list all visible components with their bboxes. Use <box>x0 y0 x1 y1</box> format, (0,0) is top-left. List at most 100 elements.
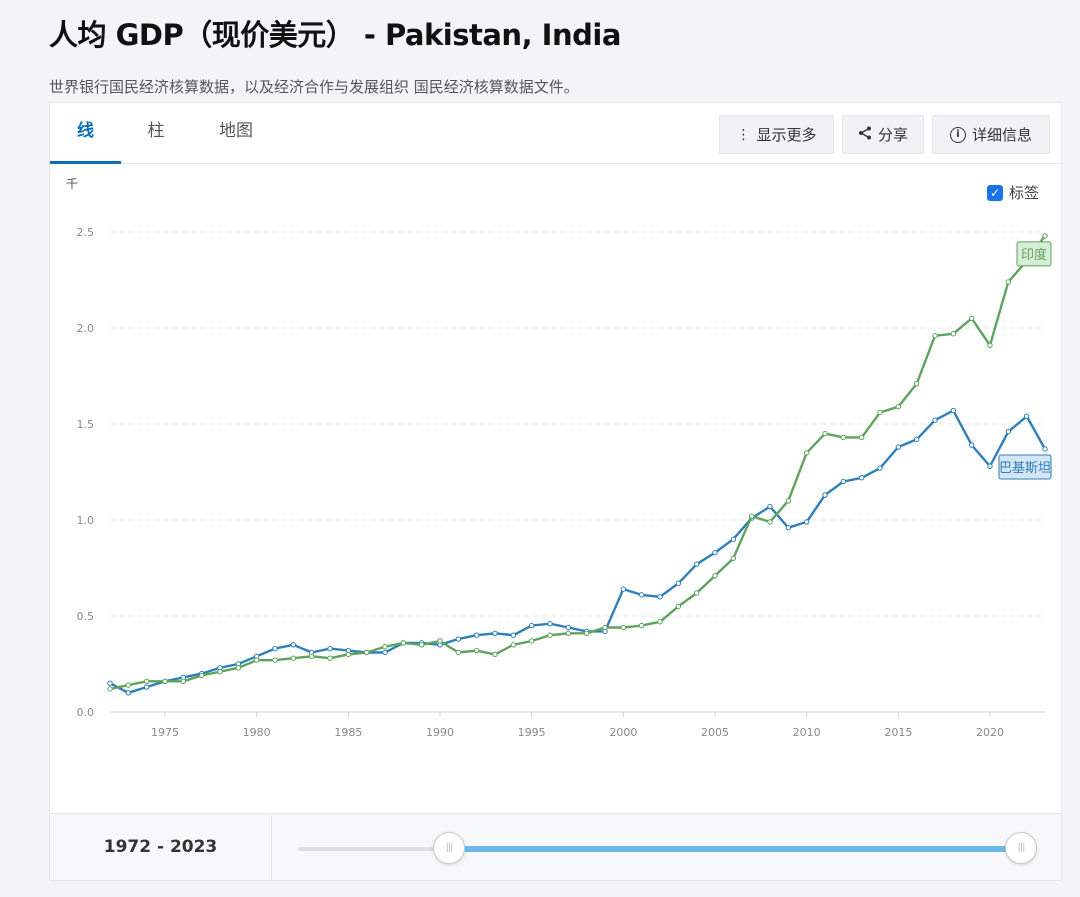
checkbox-checked-icon[interactable]: ✓ <box>987 184 1003 201</box>
x-tick-label: 2000 <box>609 726 637 739</box>
data-point <box>198 672 205 679</box>
y-axis-unit-label: 千 <box>66 177 79 191</box>
data-point <box>968 315 975 322</box>
data-point <box>822 430 828 437</box>
data-point <box>877 465 883 471</box>
x-tick-label: 1975 <box>151 726 179 739</box>
data-point <box>950 407 957 414</box>
labels-toggle-label: 标签 <box>1009 184 1040 202</box>
data-point <box>272 645 278 652</box>
x-tick-label: 1995 <box>518 726 546 739</box>
data-point <box>418 642 425 648</box>
data-point <box>877 409 883 416</box>
data-point <box>437 638 443 644</box>
data-point <box>785 524 792 531</box>
data-point <box>272 657 278 663</box>
data-point <box>125 690 132 696</box>
data-point <box>987 342 993 348</box>
data-point <box>895 404 902 410</box>
y-tick-label: 2.0 <box>77 322 95 335</box>
data-point <box>858 434 865 441</box>
data-point <box>143 678 150 684</box>
data-point <box>932 417 938 423</box>
vertical-dots-icon: ⋮ <box>736 126 751 143</box>
share-label: 分享 <box>877 126 908 144</box>
show-more-button[interactable]: ⋮ 显示更多 <box>719 115 834 154</box>
series-line-pakistan <box>109 409 1047 694</box>
labels-toggle[interactable]: ✓ 标签 <box>987 182 1039 203</box>
y-tick-label: 1.0 <box>77 514 95 527</box>
data-point <box>1005 428 1012 435</box>
x-tick-label: 2020 <box>976 726 1004 739</box>
data-point <box>363 649 370 656</box>
details-button[interactable]: i 详细信息 <box>932 115 1050 154</box>
data-point <box>1042 446 1048 452</box>
x-tick-label: 1980 <box>243 726 271 739</box>
share-icon <box>858 126 872 144</box>
y-tick-label: 2.5 <box>77 226 95 239</box>
data-point <box>987 463 993 469</box>
data-point <box>895 444 902 450</box>
data-point <box>950 331 957 337</box>
data-point <box>528 622 535 629</box>
show-more-label: 显示更多 <box>756 126 817 144</box>
info-icon: i <box>949 126 966 143</box>
data-point <box>822 492 828 498</box>
data-point <box>767 519 773 525</box>
data-point <box>1042 233 1048 239</box>
data-point <box>510 642 517 648</box>
tab-line[interactable]: 线 <box>50 103 121 164</box>
data-point <box>693 590 700 596</box>
chart-card: 线 柱 地图 ⋮ 显示更多 分享 i 详细信息 千 ✓ 标签 0.0 0.5 1.0… <box>49 102 1062 814</box>
data-point <box>712 572 718 579</box>
data-point <box>767 503 773 510</box>
data-point <box>693 561 700 567</box>
tab-bar[interactable]: 柱 <box>147 121 165 141</box>
data-point <box>602 624 608 631</box>
data-point <box>565 630 572 636</box>
data-point <box>748 513 755 519</box>
data-point <box>785 498 792 504</box>
data-point <box>730 555 737 562</box>
data-point <box>565 624 572 631</box>
data-point <box>473 647 480 654</box>
data-point <box>858 475 865 481</box>
data-point <box>1023 413 1030 420</box>
data-point <box>657 619 663 625</box>
series-end-label-box <box>1016 241 1052 267</box>
data-point <box>712 549 718 556</box>
series-end-label: 印度 <box>1021 247 1047 263</box>
data-point <box>345 651 352 658</box>
x-tick-label: 1990 <box>426 726 454 739</box>
data-point <box>217 668 223 675</box>
share-button[interactable]: 分享 <box>842 115 924 154</box>
y-tick-label: 0.0 <box>77 706 95 719</box>
data-point <box>327 645 333 652</box>
data-point <box>125 682 132 688</box>
x-tick-label: 2015 <box>884 726 912 739</box>
data-point <box>840 434 847 441</box>
data-point <box>620 586 627 592</box>
data-point <box>107 680 113 686</box>
data-point <box>400 640 407 646</box>
year-range-bar: 1972 - 2023 ||| ||| <box>49 815 1062 881</box>
data-point <box>528 638 535 644</box>
data-point <box>638 622 645 629</box>
data-point <box>235 665 242 671</box>
data-point <box>107 686 113 692</box>
tab-map[interactable]: 地图 <box>219 121 253 141</box>
data-point <box>547 632 553 638</box>
y-tick-label: 1.5 <box>77 418 95 431</box>
data-point <box>308 653 315 660</box>
data-point <box>675 580 682 587</box>
data-point <box>657 594 663 600</box>
page-subtitle: 世界银行国民经济核算数据，以及经济合作与发展组织 国民经济核算数据文件。 <box>49 78 579 96</box>
data-point <box>510 632 517 638</box>
range-end-handle[interactable]: ||| <box>1005 832 1037 864</box>
data-point <box>382 644 388 650</box>
range-start-handle[interactable]: ||| <box>433 832 465 864</box>
year-range-label: 1972 - 2023 <box>50 815 272 880</box>
data-point <box>547 620 553 627</box>
data-point <box>803 519 810 525</box>
data-point <box>473 632 480 638</box>
